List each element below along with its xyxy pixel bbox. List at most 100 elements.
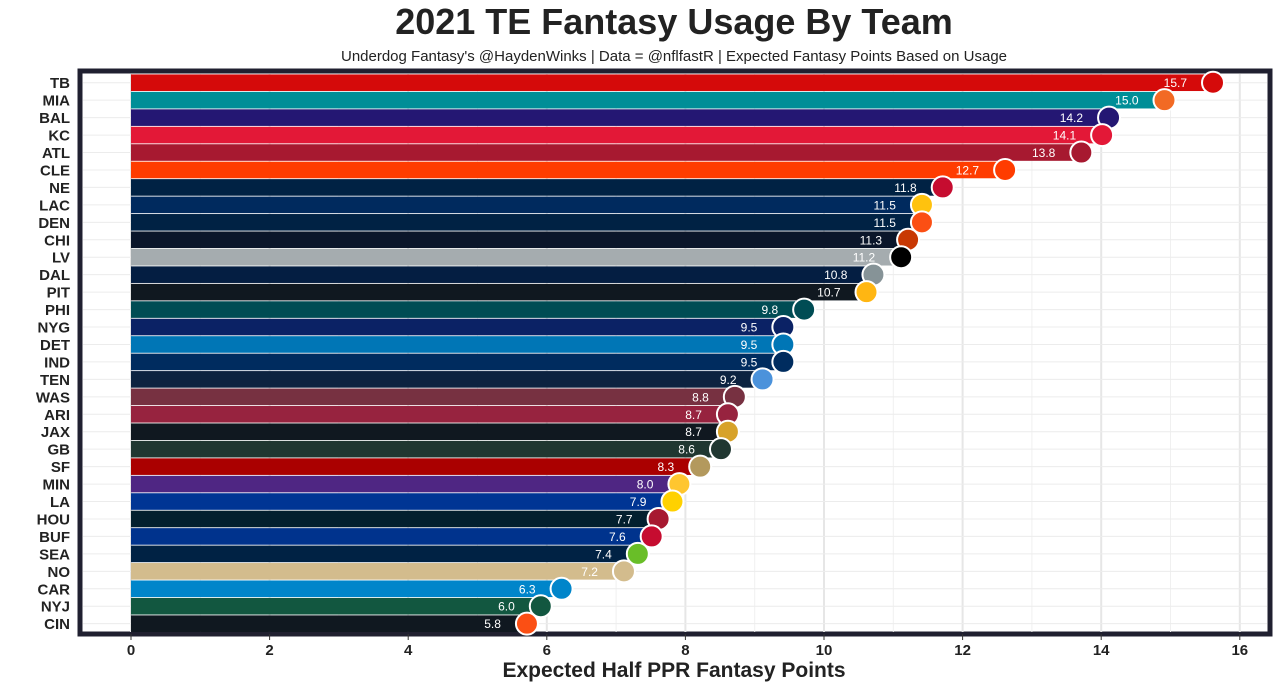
y-tick-label: GB [48,442,71,459]
bar [131,423,734,441]
x-tick-label: 8 [681,642,689,659]
y-tick-label: KC [48,128,70,145]
y-tick-label: WAS [36,389,70,406]
y-tick-label: BUF [39,529,70,546]
y-tick-label: IND [44,354,70,371]
bar [131,493,679,510]
x-tick-label: 2 [265,642,273,659]
value-label: 9.5 [741,355,758,369]
y-tick-label: ARI [44,407,70,424]
team-logo-icon [1201,70,1226,95]
team-logo-icon [854,280,879,305]
value-label: 6.0 [498,600,515,614]
y-tick-label: CLE [40,162,70,179]
value-label: 9.5 [741,321,758,335]
value-label: 10.7 [817,286,841,300]
bar [131,74,1220,92]
team-logo-icon [639,524,664,549]
value-label: 13.8 [1032,146,1056,160]
x-tick-label: 10 [816,642,833,659]
y-tick-label: CHI [44,232,70,249]
value-label: 14.1 [1053,129,1077,143]
x-tick-label: 4 [404,642,413,659]
team-logo-icon [909,210,934,235]
team-logo-icon [660,489,685,514]
team-logo-icon [611,559,636,584]
y-tick-label: MIN [43,477,71,494]
value-label: 15.0 [1115,94,1139,108]
value-label: 9.5 [741,338,758,352]
value-label: 15.7 [1164,76,1188,90]
x-axis-label: Expected Half PPR Fantasy Points [502,659,845,682]
team-logo-icon [993,157,1018,182]
bar [131,179,949,196]
bar [131,144,1088,161]
y-tick-label: CIN [44,616,70,633]
x-tick-labels: 0 2 4 6 8 10 12 14 16 [127,634,1248,659]
bar [131,266,880,283]
x-tick-label: 6 [543,642,551,659]
bar [131,580,568,598]
y-tick-label: MIA [43,93,71,110]
bar [131,283,873,301]
y-tick-labels: TBMIABALKCATLCLENELACDENCHILVDALPITPHINY… [36,75,71,633]
value-label: 8.7 [685,408,702,422]
team-logos [514,70,1226,636]
value-label: 8.8 [692,390,709,404]
bar [131,440,727,458]
bar [131,248,908,266]
y-tick-label: PHI [45,302,70,319]
bar [131,597,547,615]
value-label: 12.7 [956,163,980,177]
y-tick-label: NYG [37,320,70,337]
team-logo-icon [792,297,817,322]
value-label: 11.5 [873,198,896,212]
bar [131,475,686,493]
value-labels: 15.7 15.0 14.2 14.1 13.8 12.7 11.8 11.5 11.5 11.3… [484,76,1187,631]
bar [131,528,658,545]
team-logo-icon [549,576,574,601]
bar [131,371,769,388]
y-tick-label: LV [52,250,70,267]
value-label: 10.8 [824,268,848,282]
y-tick-label: ATL [42,145,70,162]
x-tick-label: 12 [954,642,971,659]
team-logo-icon [1090,123,1115,148]
y-tick-label: JAX [41,424,70,441]
y-tick-label: NO [48,564,71,581]
value-label: 7.6 [609,530,626,544]
value-label: 8.7 [685,425,702,439]
team-logo-icon [889,245,914,270]
y-tick-label: DAL [39,267,70,284]
y-tick-label: NYJ [41,599,70,616]
y-tick-label: PIT [47,285,70,302]
value-label: 11.2 [853,251,876,265]
y-tick-label: LA [50,494,70,511]
team-logo-icon [688,454,713,479]
team-logo-icon [528,594,553,619]
y-tick-label: SEA [39,546,70,563]
x-tick-label: 0 [127,642,135,659]
bars [131,74,1220,632]
value-label: 9.8 [761,303,778,317]
bar [131,353,790,371]
value-label: 7.7 [616,512,633,526]
bar [131,161,1012,179]
bar [131,109,1116,126]
team-logo-icon [625,541,650,566]
team-logo-icon [930,175,955,200]
x-tick-label: 16 [1231,642,1248,659]
bar [131,91,1171,109]
bar [131,196,928,214]
bar [131,336,790,353]
team-logo-icon [750,367,775,392]
y-tick-label: CAR [38,581,71,598]
team-logo-icon [1152,88,1177,113]
y-tick-label: NE [49,180,70,197]
bar [131,563,630,580]
value-label: 8.3 [658,460,675,474]
value-label: 11.8 [894,181,917,195]
bar [131,458,707,475]
team-logo-icon [771,349,796,374]
